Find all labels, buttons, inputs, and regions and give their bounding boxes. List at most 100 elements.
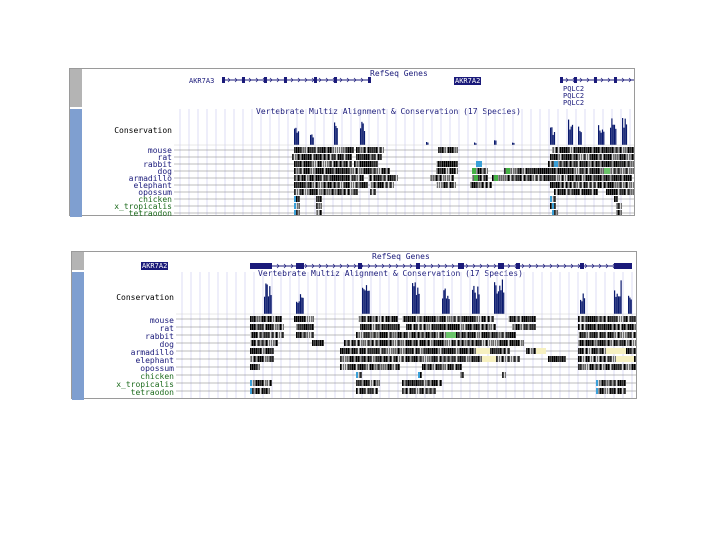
genome-tracks-bottom[interactable] <box>176 252 636 398</box>
alignment-tick <box>616 332 618 338</box>
alignment-tick <box>302 147 304 153</box>
alignment-tick <box>438 380 440 386</box>
alignment-tick <box>606 189 608 195</box>
alignment-tick <box>454 348 456 354</box>
alignment-tick <box>624 175 626 181</box>
alignment-tick <box>300 332 302 338</box>
alignment-tick <box>352 356 354 362</box>
alignment-tick <box>372 147 374 153</box>
alignment-tick <box>368 161 370 167</box>
conservation-peak <box>311 134 313 145</box>
alignment-tick <box>300 324 302 330</box>
alignment-tick <box>338 154 340 160</box>
gene-label-akr7a2[interactable]: AKR7A2 <box>141 262 169 270</box>
alignment-tick <box>560 189 562 195</box>
alignment-tick <box>512 340 514 346</box>
alignment-tick <box>428 356 430 362</box>
alignment-tick <box>430 356 432 362</box>
alignment-tick <box>614 356 616 362</box>
alignment-tick <box>360 316 362 322</box>
alignment-tick <box>252 364 254 370</box>
alignment-tick <box>342 182 344 188</box>
alignment-accent <box>616 356 634 362</box>
alignment-tick <box>446 316 448 322</box>
alignment-tick <box>358 154 360 160</box>
alignment-tick <box>394 340 396 346</box>
alignment-tick <box>386 175 388 181</box>
gene-exon <box>284 77 287 83</box>
gene-label-pqlc2-1[interactable]: PQLC2 <box>563 85 585 93</box>
alignment-tick <box>300 154 302 160</box>
alignment-tick <box>388 175 390 181</box>
alignment-accent <box>596 380 598 386</box>
alignment-tick <box>610 147 612 153</box>
alignment-tick <box>618 182 620 188</box>
alignment-tick <box>610 356 612 362</box>
alignment-tick <box>470 182 472 188</box>
refseq-track-title: RefSeq Genes <box>372 252 430 261</box>
alignment-tick <box>532 348 534 354</box>
browser-panel-bottom: Conservation mouse rat rabbit dog armadi… <box>71 251 637 400</box>
gene-label-pqlc2-2[interactable]: PQLC2 <box>563 92 585 100</box>
track-handle-refseq[interactable] <box>70 69 82 107</box>
alignment-tick <box>360 332 362 338</box>
alignment-tick <box>574 175 576 181</box>
alignment-tick <box>596 340 598 346</box>
alignment-tick <box>312 161 314 167</box>
alignment-tick <box>374 182 376 188</box>
alignment-tick <box>580 316 582 322</box>
alignment-tick <box>272 356 274 362</box>
alignment-tick <box>432 316 434 322</box>
alignment-tick <box>586 161 588 167</box>
alignment-tick <box>312 168 314 174</box>
alignment-tick <box>448 147 450 153</box>
alignment-tick <box>296 332 298 338</box>
gene-label-akr7a3[interactable]: AKR7A3 <box>189 77 215 85</box>
track-handle-refseq[interactable] <box>72 252 84 270</box>
genome-tracks-top[interactable] <box>174 69 634 215</box>
alignment-tick <box>254 364 256 370</box>
alignment-tick <box>444 348 446 354</box>
conservation-peak <box>628 295 630 314</box>
alignment-tick <box>596 364 598 370</box>
alignment-tick <box>306 189 308 195</box>
alignment-tick <box>372 182 374 188</box>
conservation-peak <box>494 140 496 145</box>
alignment-tick <box>582 324 584 330</box>
alignment-tick <box>422 348 424 354</box>
gene-label-pqlc2-3[interactable]: PQLC2 <box>563 99 585 107</box>
alignment-tick <box>330 161 332 167</box>
alignment-tick <box>490 332 492 338</box>
alignment-tick <box>592 189 594 195</box>
gene-label-akr7a2[interactable]: AKR7A2 <box>454 77 482 85</box>
alignment-tick <box>476 316 478 322</box>
conservation-peak <box>310 134 312 145</box>
alignment-tick <box>362 364 364 370</box>
alignment-tick <box>632 316 634 322</box>
alignment-tick <box>594 332 596 338</box>
alignment-tick <box>362 324 364 330</box>
species-label-rabbit: rabbit <box>145 332 174 341</box>
alignment-tick <box>520 168 522 174</box>
track-handle-multiz[interactable] <box>72 272 84 400</box>
alignment-tick <box>424 364 426 370</box>
alignment-tick <box>298 168 300 174</box>
alignment-tick <box>494 348 496 354</box>
alignment-tick <box>562 189 564 195</box>
gene-exon <box>498 263 504 269</box>
alignment-tick <box>622 340 624 346</box>
alignment-tick <box>374 147 376 153</box>
alignment-tick <box>450 348 452 354</box>
conservation-peak <box>497 291 500 314</box>
alignment-tick <box>298 154 300 160</box>
alignment-tick <box>366 147 368 153</box>
alignment-tick <box>594 154 596 160</box>
alignment-tick <box>362 316 364 322</box>
alignment-tick <box>404 340 406 346</box>
alignment-tick <box>470 340 472 346</box>
alignment-tick <box>298 189 300 195</box>
alignment-tick <box>480 182 482 188</box>
track-handle-multiz[interactable] <box>70 109 82 217</box>
alignment-tick <box>608 356 610 362</box>
alignment-tick <box>430 380 432 386</box>
